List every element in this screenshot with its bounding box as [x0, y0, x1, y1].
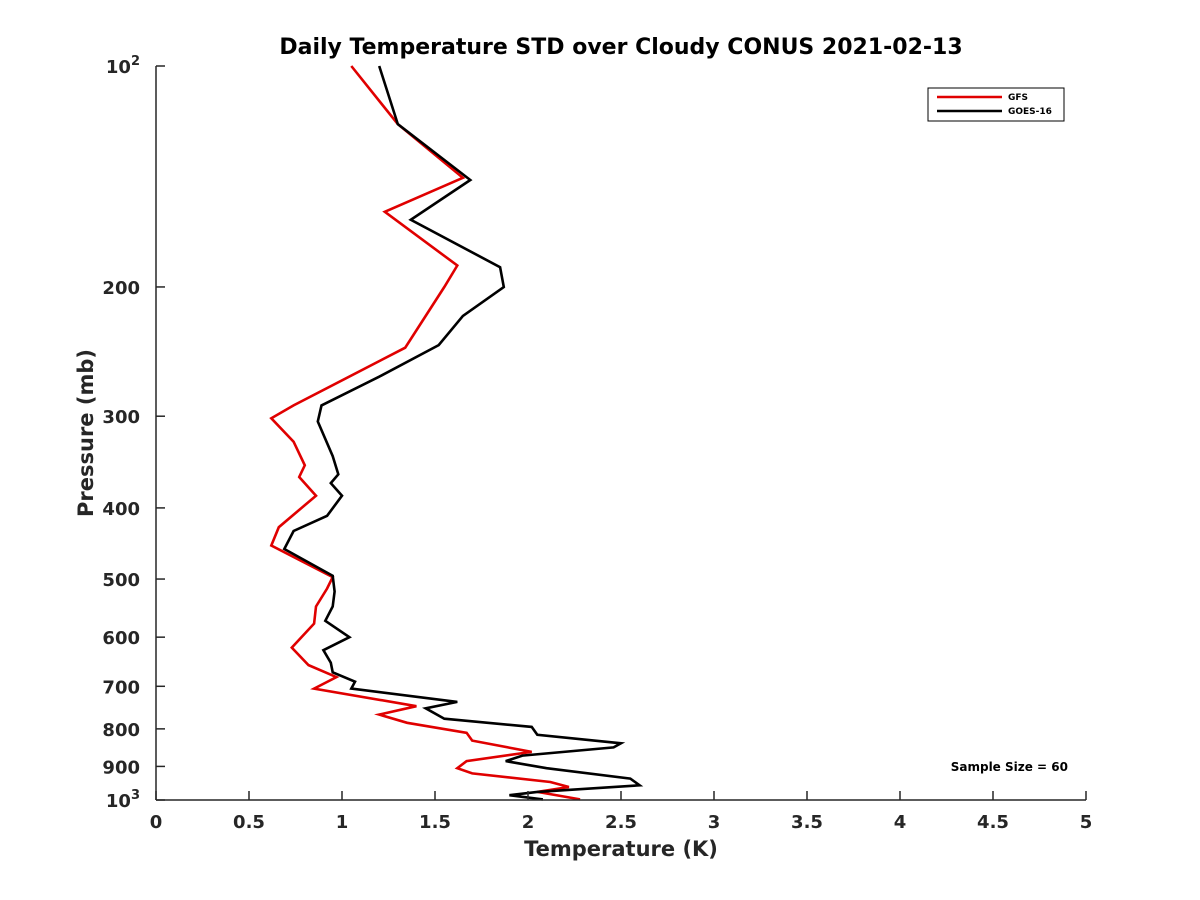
y-tick-label: 300 — [102, 407, 140, 428]
y-tick-label: 200 — [102, 278, 140, 299]
x-ticks: 0 0.5 1 1.5 2 2.5 3 3.5 4 4.5 5 — [150, 791, 1093, 833]
y-ticks: 102 200 300 400 500 600 700 800 900 103 — [102, 54, 165, 812]
y-tick-label: 900 — [102, 757, 140, 778]
y-tick-label: 400 — [102, 499, 140, 520]
x-tick-label: 4.5 — [977, 812, 1009, 833]
y-tick-label: 700 — [102, 677, 140, 698]
x-tick-label: 0 — [150, 812, 163, 833]
legend-gfs-label: GFS — [1008, 93, 1028, 103]
legend-box — [927, 87, 1065, 122]
x-tick-label: 4 — [894, 812, 907, 833]
y-tick-label: 103 — [106, 788, 140, 812]
x-tick-label: 3 — [708, 812, 721, 833]
series-layer — [269, 65, 644, 801]
y-tick-label: 500 — [102, 570, 140, 591]
x-tick-label: 5 — [1080, 812, 1093, 833]
x-tick-label: 2.5 — [605, 812, 637, 833]
y-tick-label: 800 — [102, 720, 140, 741]
y-tick-label: 102 — [106, 54, 140, 78]
x-tick-label: 1 — [336, 812, 349, 833]
x-tick-label: 3.5 — [791, 812, 823, 833]
x-tick-label: 0.5 — [233, 812, 265, 833]
x-axis-label: Temperature (K) — [524, 837, 718, 861]
chart-title: Daily Temperature STD over Cloudy CONUS … — [279, 35, 962, 60]
series-line-gfs — [269, 65, 581, 801]
series-line-goes16 — [282, 65, 644, 801]
axes: 0 0.5 1 1.5 2 2.5 3 3.5 4 4.5 5 102 200 300 400 500 600… — [102, 54, 1092, 833]
x-tick-label: 1.5 — [419, 812, 451, 833]
y-axis-label: Pressure (mb) — [74, 349, 98, 517]
legend: GFS GOES-16 — [927, 87, 1065, 122]
y-tick-label: 600 — [102, 628, 140, 649]
x-tick-label: 2 — [522, 812, 535, 833]
legend-goes16-label: GOES-16 — [1008, 107, 1052, 117]
sample-size-annotation: Sample Size = 60 — [951, 760, 1068, 774]
